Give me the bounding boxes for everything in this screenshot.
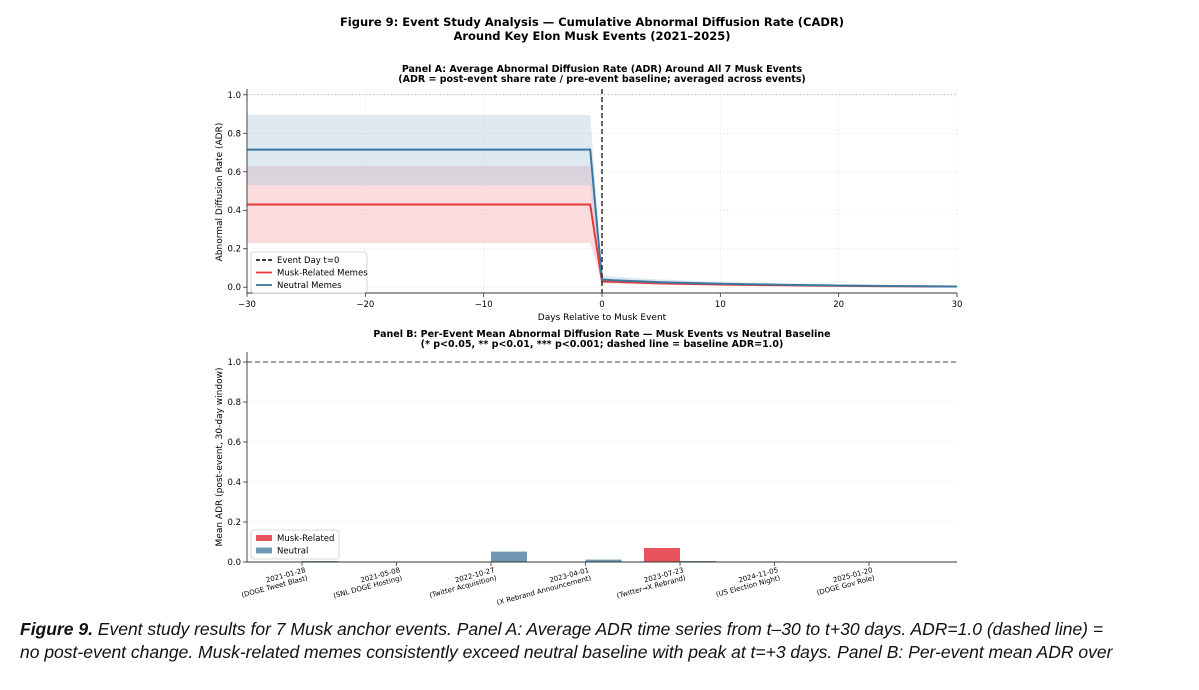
panel-b-bar-chart: Panel B: Per-Event Mean Abnormal Diffusi… — [215, 329, 957, 607]
panel-b-xtick-label-group: 2023-07-23(Twitter→X Rebrand) — [616, 566, 687, 600]
panel-a-legend-label: Event Day t=0 — [277, 256, 339, 266]
panel-a-ytick-label: 0.8 — [227, 129, 241, 139]
panel-a-band-neutral-memes — [247, 115, 957, 287]
panel-b-title-line2: (* p<0.05, ** p<0.01, *** p<0.001; dashe… — [421, 339, 784, 350]
panel-b-xtick-label-group: 2021-05-08(SNL DOGE Hosting) — [332, 566, 403, 600]
panel-a-xtick-label: 20 — [833, 300, 844, 310]
panel-b-ytick-label: 0.4 — [227, 478, 241, 488]
panel-a-title-line2: (ADR = post-event share rate / pre-event… — [398, 74, 806, 85]
panel-b-legend-swatch — [256, 547, 272, 554]
panel-b-xtick-label-group: 2023-04-01(X Rebrand Announcement) — [496, 566, 592, 607]
panel-a-legend-label: Musk-Related Memes — [277, 269, 368, 279]
panel-b-bar-neutral — [680, 561, 716, 562]
panel-b-xtick-label-group: 2021-01-28(DOGE Tweet Blast) — [241, 566, 309, 599]
panel-a-xtick-label: 10 — [715, 300, 726, 310]
panel-a-legend-label: Neutral Memes — [277, 281, 342, 291]
panel-b-xtick-label-group: 2025-01-20(DOGE Gov Role) — [816, 566, 876, 597]
figure-title-line1: Figure 9: Event Study Analysis — Cumulat… — [340, 15, 844, 29]
panel-a-series-lines — [247, 89, 958, 293]
caption-line-2: no post-event change. Musk-related memes… — [20, 642, 1113, 662]
panel-b-bar-neutral — [585, 559, 622, 562]
panel-b-ticks: 0.0 0.2 0.4 0.6 0.8 1.0 2021-01-28(DOGE Tweet … — [227, 358, 875, 607]
panel-b-bar-musk-related — [644, 548, 680, 562]
panel-a-legend: Event Day t=0 Musk-Related Memes Neutral M… — [250, 251, 368, 294]
panel-b-ylabel: Mean ADR (post-event, 30-day window) — [215, 368, 225, 547]
panel-b-bar-neutral — [491, 551, 527, 562]
panel-a-confidence-bands — [247, 115, 957, 287]
panel-a-line-chart: Panel A: Average Abnormal Diffusion Rate… — [215, 64, 962, 323]
panel-b-legend-label: Neutral — [277, 547, 308, 557]
panel-a-ytick-label: 1.0 — [227, 91, 241, 101]
panel-a-ytick-label: 0.2 — [227, 245, 241, 255]
caption-line-1: Figure 9. Event study results for 7 Musk… — [20, 618, 1190, 641]
panel-a-ytick-label: 0.6 — [227, 168, 241, 178]
figure-caption: Figure 9. Event study results for 7 Musk… — [20, 618, 1190, 664]
panel-a-ylabel: Abnormal Diffusion Rate (ADR) — [215, 123, 225, 262]
panel-a-ytick-label: 0.4 — [227, 206, 241, 216]
panel-a-ticks: 0.0 0.2 0.4 0.6 0.8 1.0 −30 −20 −10 0 10 20 30 — [227, 91, 962, 310]
panel-b-ytick-label: 0.2 — [227, 518, 241, 528]
figure-canvas: Figure 9: Event Study Analysis — Cumulat… — [215, 15, 962, 607]
panel-b-axes — [246, 352, 957, 563]
panel-a-xlabel: Days Relative to Musk Event — [538, 313, 667, 323]
panel-b-xtick-event: (X Rebrand Announcement) — [496, 574, 592, 607]
panel-b-ytick-label: 1.0 — [227, 358, 241, 368]
panel-a-xtick-label: 0 — [599, 300, 604, 310]
panel-b-bar-neutral — [302, 561, 338, 562]
panel-b-legend: Musk-Related Neutral — [250, 529, 340, 560]
panel-a-line-neutral-memes — [247, 148, 958, 288]
panel-a-title-line1: Panel A: Average Abnormal Diffusion Rate… — [402, 64, 803, 75]
panel-b-legend-swatch — [256, 535, 272, 541]
panel-b-gridlines — [247, 361, 957, 563]
caption-label: Figure 9. — [20, 619, 93, 639]
panel-b-legend-label: Musk-Related — [277, 534, 334, 544]
panel-b-xtick-label-group: 2022-10-27(Twitter Acquisition) — [428, 566, 497, 599]
panel-b-ytick-label: 0.6 — [227, 438, 241, 448]
panel-a-ytick-label: 0.0 — [227, 283, 241, 293]
panel-a-xtick-label: −30 — [238, 300, 256, 310]
panel-b-xtick-label-group: 2024-11-05(US Election Night) — [715, 566, 781, 599]
panel-a-xtick-label: 30 — [952, 300, 963, 310]
panel-a-band-musk-related-memes — [247, 166, 957, 287]
panel-b-bars — [302, 548, 716, 562]
panel-b-title-line1: Panel B: Per-Event Mean Abnormal Diffusi… — [373, 329, 830, 340]
panel-a-legend-box — [250, 251, 368, 294]
panel-a-xtick-label: −10 — [475, 300, 493, 310]
figure-title-line2: Around Key Elon Musk Events (2021–2025) — [453, 29, 730, 43]
panel-b-legend-box — [250, 529, 340, 560]
panel-a-xtick-label: −20 — [356, 300, 374, 310]
panel-b-ytick-label: 0.0 — [227, 558, 241, 568]
panel-b-ytick-label: 0.8 — [227, 398, 241, 408]
caption-line1-text: Event study results for 7 Musk anchor ev… — [92, 619, 1104, 639]
